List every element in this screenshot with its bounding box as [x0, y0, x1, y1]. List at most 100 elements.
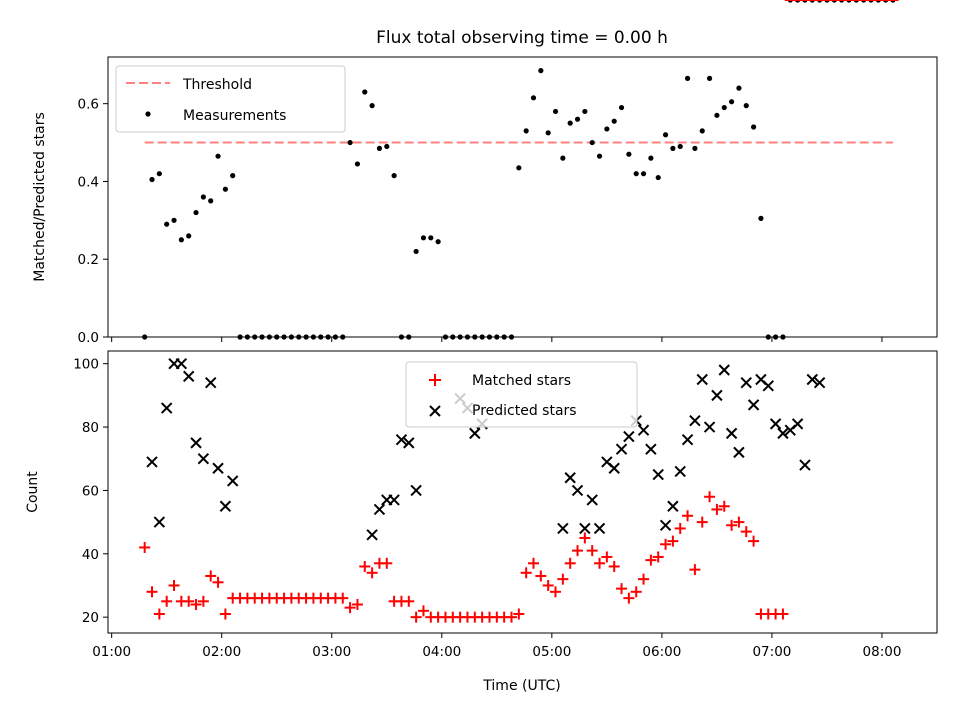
predicted-stars-point — [564, 472, 576, 484]
bottom-y-tick-label: 60 — [82, 483, 99, 499]
measurement-point — [171, 217, 177, 223]
x-tick-label: 05:00 — [532, 644, 571, 660]
matched-stars-point — [667, 535, 679, 547]
measurement-point — [618, 104, 625, 111]
matched-stars-point — [733, 516, 745, 528]
predicted-stars-point — [586, 494, 598, 506]
measurement-point — [178, 237, 184, 243]
measurement-point — [222, 186, 228, 192]
predicted-stars-point — [711, 389, 723, 402]
x-tick-label: 06:00 — [642, 644, 681, 660]
measurement-point — [230, 173, 236, 179]
predicted-stars-point — [696, 373, 708, 386]
matched-stars-point — [197, 595, 209, 607]
measurement-point — [545, 130, 551, 136]
matched-stars-point — [572, 545, 584, 557]
x-axis-label: Time (UTC) — [482, 678, 560, 694]
measurement-point — [156, 171, 162, 177]
matched-stars-point — [630, 586, 642, 598]
measurement-point — [428, 235, 434, 241]
measurement-point — [699, 128, 705, 134]
predicted-stars-point — [212, 462, 224, 474]
predicted-stars-point — [689, 415, 701, 427]
predicted-stars-point — [579, 522, 591, 535]
predicted-stars-point — [219, 500, 232, 512]
measurement-point — [215, 153, 221, 159]
measurement-point — [670, 145, 676, 151]
x-tick-label: 02:00 — [202, 644, 241, 660]
measurement-point — [560, 155, 566, 161]
chart-title: Flux total observing time = 0.00 h — [376, 28, 668, 48]
measurement-point — [750, 124, 757, 130]
predicted-stars-series — [146, 357, 826, 541]
measurement-point — [589, 139, 595, 146]
predicted-stars-point — [652, 468, 664, 481]
predicted-stars-point — [659, 519, 672, 531]
measurement-point — [633, 171, 639, 177]
predicted-stars-point — [667, 500, 679, 512]
bottom-y-tick-label: 80 — [82, 420, 99, 436]
measurement-point — [164, 221, 170, 227]
bottom-axes-frame — [107, 350, 938, 634]
matched-stars-point — [403, 595, 415, 607]
predicted-stars-point — [410, 484, 422, 497]
matched-stars-point — [542, 579, 554, 591]
predicted-stars-point — [190, 437, 202, 449]
measurement-point — [714, 112, 720, 118]
matched-stars-point — [359, 560, 371, 572]
predicted-stars-point — [146, 456, 158, 468]
measurement-point — [596, 153, 603, 159]
predicted-stars-point — [674, 465, 686, 478]
measurement-point — [552, 108, 559, 115]
matched-stars-point — [520, 567, 532, 579]
predicted-stars-point — [227, 475, 239, 487]
predicted-stars-point — [160, 402, 173, 414]
predicted-stars-point — [175, 357, 188, 370]
predicted-stars-point — [740, 376, 752, 389]
matched-stars-point — [535, 570, 547, 582]
matched-stars-point — [417, 605, 429, 617]
measurement-point — [574, 116, 581, 122]
measurement-point — [208, 198, 214, 204]
bottom-y-tick-label: 40 — [82, 547, 99, 563]
measurement-point — [648, 155, 654, 161]
matched-stars-point — [696, 516, 708, 528]
measurement-point — [611, 118, 617, 124]
predicted-stars-point — [747, 399, 760, 411]
matched-stars-point — [586, 545, 598, 557]
top-panel: 0.0 0.2 0.4 0.6 Matched/Predicted stars Thr… — [32, 0, 938, 346]
predicted-stars-point — [403, 437, 415, 449]
matched-stars-point — [557, 573, 569, 585]
predicted-stars-point — [681, 434, 694, 446]
matched-stars-point — [594, 557, 606, 569]
matched-stars-point — [505, 611, 517, 623]
predicted-stars-point — [153, 516, 166, 528]
top-y-tick-label: 0.2 — [78, 252, 99, 268]
predicted-stars-point — [806, 373, 818, 386]
predicted-stars-point — [373, 503, 386, 516]
matched-stars-point — [528, 557, 540, 569]
measurement-point — [677, 143, 683, 150]
x-tick-label: 07:00 — [752, 644, 791, 660]
predicted-stars-point — [571, 484, 584, 497]
predicted-stars-point — [813, 376, 826, 389]
predicted-stars-point — [388, 494, 400, 506]
legend-measurements-swatch — [145, 111, 151, 117]
measurement-point — [391, 173, 397, 179]
matched-stars-point — [704, 491, 716, 503]
x-tick-label: 03:00 — [312, 644, 351, 660]
matched-stars-point — [410, 611, 422, 623]
matched-stars-point — [564, 557, 576, 569]
matched-stars-point — [579, 532, 591, 544]
bottom-legend-box — [405, 361, 638, 428]
matched-stars-series — [139, 0, 899, 623]
predicted-stars-point — [777, 427, 789, 440]
matched-stars-point — [682, 510, 694, 522]
predicted-stars-point — [637, 424, 650, 436]
predicted-stars-point — [205, 376, 217, 389]
measurement-point — [721, 104, 727, 111]
measurement-point — [200, 194, 206, 200]
matched-stars-point — [718, 500, 730, 512]
top-y-tick-label: 0.0 — [78, 330, 99, 346]
top-legend: Threshold Measurements — [115, 65, 346, 133]
